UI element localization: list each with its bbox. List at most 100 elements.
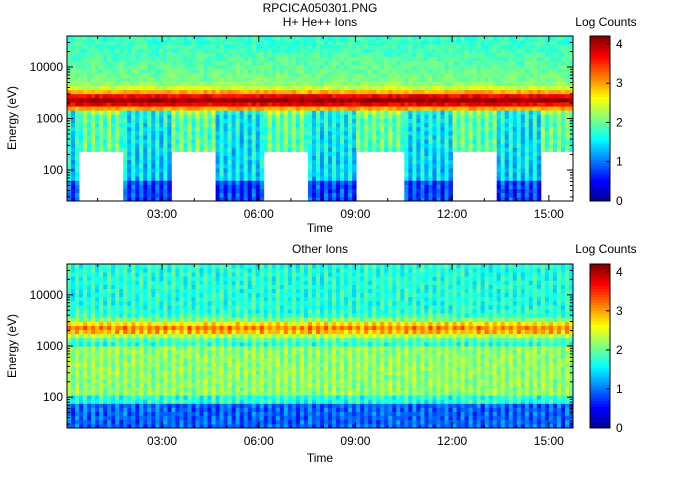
heatmap-cell: [508, 97, 514, 103]
heatmap-cell: [167, 48, 172, 53]
heatmap-cell: [263, 77, 269, 82]
heatmap-cell: [247, 147, 253, 152]
heatmap-cell: [456, 89, 461, 95]
heatmap-cell: [215, 147, 221, 152]
heatmap-cell: [115, 403, 120, 408]
heatmap-cell: [332, 176, 337, 181]
heatmap-cell: [147, 64, 152, 70]
heatmap-cell: [67, 358, 72, 363]
heatmap-cell: [75, 52, 80, 58]
heatmap-cell: [311, 44, 317, 49]
heatmap-cell: [436, 130, 441, 136]
heatmap-cell: [556, 73, 562, 78]
heatmap-cell: [412, 126, 417, 132]
heatmap-cell: [348, 69, 353, 74]
heatmap-cell: [243, 168, 249, 173]
heatmap-cell: [376, 52, 381, 58]
heatmap-cell: [404, 77, 409, 82]
heatmap-cell: [247, 143, 253, 148]
heatmap-cell: [119, 64, 124, 70]
heatmap-cell: [91, 106, 96, 111]
heatmap-cell: [111, 354, 116, 359]
colorbar-swatch: [590, 173, 610, 177]
heatmap-cell: [472, 52, 478, 58]
heatmap-cell: [127, 155, 132, 161]
heatmap-cell: [75, 423, 80, 429]
heatmap-cell: [83, 93, 88, 99]
heatmap-cell: [556, 89, 562, 95]
heatmap-cell: [352, 151, 357, 157]
heatmap-cell: [364, 143, 369, 148]
heatmap-cell: [243, 89, 249, 95]
heatmap-cell: [123, 73, 128, 78]
heatmap-cell: [215, 36, 221, 41]
heatmap-cell: [320, 147, 325, 152]
heatmap-cell: [255, 110, 261, 115]
heatmap-cell: [131, 36, 136, 41]
heatmap-cell: [344, 73, 349, 78]
heatmap-cell: [91, 97, 96, 103]
heatmap-cell: [372, 56, 377, 62]
heatmap-cell: [211, 77, 216, 82]
heatmap-cell: [139, 77, 144, 82]
heatmap-cell: [83, 300, 88, 306]
heatmap-cell: [332, 52, 337, 58]
heatmap-cell: [247, 135, 253, 140]
heatmap-cell: [95, 77, 100, 82]
heatmap-cell: [396, 114, 401, 119]
heatmap-cell: [259, 135, 265, 140]
heatmap-cell: [432, 143, 437, 148]
colorbar-swatch: [590, 162, 610, 166]
heatmap-cell: [127, 85, 132, 91]
heatmap-cell: [388, 36, 393, 41]
heatmap-cell: [488, 147, 494, 152]
heatmap-cell: [175, 89, 180, 95]
heatmap-cell: [408, 184, 413, 190]
heatmap-cell: [540, 56, 546, 62]
heatmap-cell: [183, 126, 188, 132]
heatmap-cell: [255, 180, 261, 185]
heatmap-cell: [520, 77, 526, 82]
heatmap-cell: [239, 118, 245, 124]
heatmap-cell: [496, 159, 502, 165]
heatmap-cell: [279, 64, 285, 70]
heatmap-cell: [87, 48, 92, 53]
heatmap-cell: [67, 411, 72, 417]
heatmap-cell: [464, 52, 469, 58]
heatmap-cell: [263, 85, 269, 91]
heatmap-cell: [83, 110, 88, 115]
heatmap-cell: [107, 280, 112, 285]
heatmap-cell: [259, 139, 265, 144]
heatmap-cell: [416, 139, 421, 144]
heatmap-cell: [311, 180, 317, 185]
heatmap-cell: [512, 89, 518, 95]
heatmap-cell: [279, 130, 285, 136]
heatmap-cell: [243, 163, 249, 169]
heatmap-cell: [560, 56, 566, 62]
heatmap-cell: [360, 130, 365, 136]
heatmap-cell: [91, 341, 96, 347]
heatmap-cell: [372, 73, 377, 78]
heatmap-cell: [195, 64, 200, 70]
heatmap-cell: [199, 139, 204, 144]
heatmap-cell: [239, 163, 245, 169]
heatmap-cell: [396, 122, 401, 128]
heatmap-cell: [332, 122, 337, 128]
heatmap-cell: [167, 130, 172, 136]
heatmap-cell: [203, 114, 208, 119]
heatmap-cell: [151, 188, 156, 194]
heatmap-cell: [75, 329, 80, 335]
heatmap-cell: [191, 102, 196, 107]
heatmap-cell: [376, 81, 381, 86]
heatmap-cell: [524, 114, 530, 119]
heatmap-cell: [404, 89, 409, 95]
heatmap-cell: [295, 97, 301, 103]
heatmap-cell: [328, 64, 333, 70]
heatmap-cell: [520, 48, 526, 53]
heatmap-cell: [147, 176, 152, 181]
heatmap-cell: [99, 333, 104, 339]
heatmap-cell: [79, 387, 84, 392]
heatmap-cell: [87, 56, 92, 62]
heatmap-cell: [348, 77, 353, 82]
heatmap-cell: [103, 64, 108, 70]
